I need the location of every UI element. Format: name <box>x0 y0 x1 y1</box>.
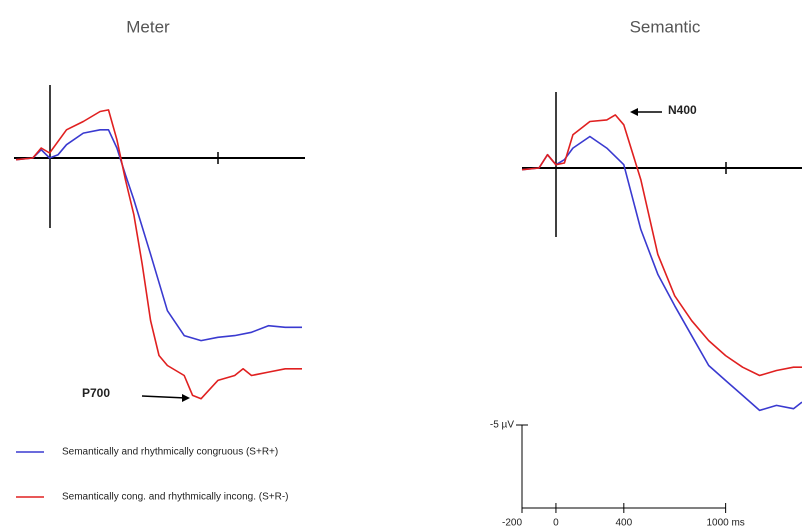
erp-line <box>15 109 302 400</box>
scale-tick-label: 1000 ms <box>706 518 744 529</box>
chart-title: Semantic <box>630 17 701 36</box>
annotation: P700 <box>82 386 110 400</box>
erp-line <box>521 114 802 377</box>
legend-label: Semantically and rhythmically congruous … <box>62 447 278 458</box>
chart-title: Meter <box>126 17 170 36</box>
arrow-head <box>182 394 190 402</box>
arrow <box>141 395 187 399</box>
scale-tick-label: -5 µV <box>490 420 514 431</box>
erp-line <box>15 129 302 342</box>
legend-label: Semantically cong. and rhythmically inco… <box>62 492 288 503</box>
scale-tick-label: -200 <box>502 518 522 529</box>
annotation: N400 <box>668 103 697 117</box>
scale-tick-label: 0 <box>553 518 559 529</box>
erp-line <box>521 135 802 412</box>
scale-tick-label: 400 <box>615 518 632 529</box>
arrow-head <box>630 108 638 116</box>
